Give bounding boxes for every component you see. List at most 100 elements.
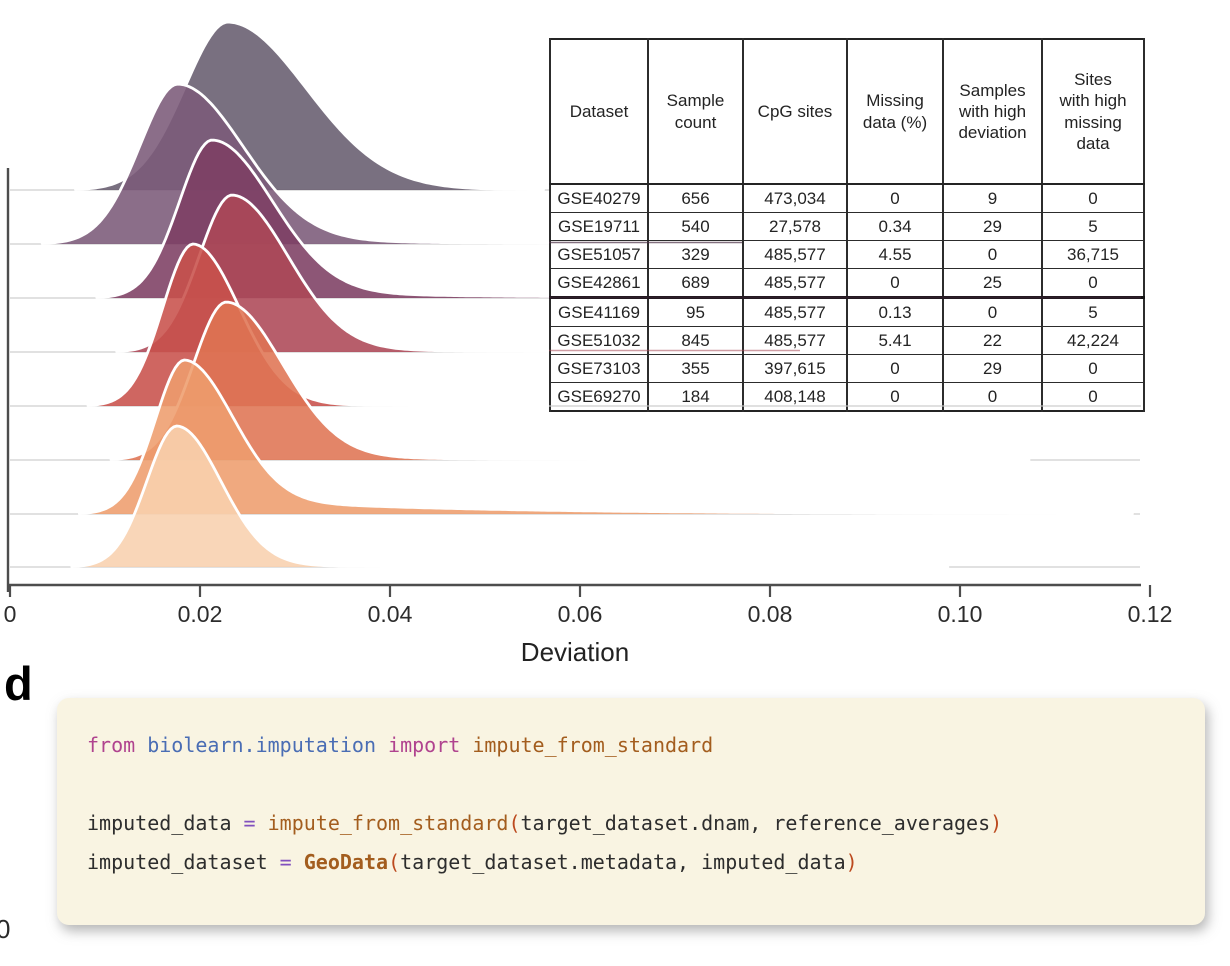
table-cell: GSE19711 [549,212,649,241]
x-tick-label: 0.08 [747,601,793,627]
table-cell: 0 [1041,382,1145,412]
x-tick-label: 0.10 [937,601,983,627]
table-header-cell: CpG sites [742,38,848,185]
table-row: GSE73103 355 397,615 0 29 0 [549,354,1145,383]
code-line: imputed_dataset = GeoData(target_dataset… [87,843,1002,882]
code-token: ( [388,850,401,874]
table-cell: 656 [647,183,744,213]
table-cell: 5 [1041,212,1145,241]
table-cell: 845 [647,326,744,355]
table-cell: GSE40279 [549,183,649,213]
density-ridge-GSE69270 [70,424,951,569]
code-token: from [87,733,136,757]
code-token: = [279,850,292,874]
table-row: GSE51032 845 485,577 5.41 22 42,224 [549,326,1145,355]
table-cell: 5.41 [846,326,944,355]
table-row: GSE40279 656 473,034 0 9 0 [549,183,1145,213]
x-tick-label: 0.02 [177,601,223,627]
table-cell: 485,577 [742,296,848,327]
table-cell: 0 [942,382,1043,412]
table-cell: 0.13 [846,296,944,327]
table-cell: 355 [647,354,744,383]
code-token: ) [990,811,1003,835]
code-token [135,733,147,757]
table-cell: 0 [846,382,944,412]
table-header-row: Dataset Sample count CpG sites Missing data… [549,38,1145,185]
code-line: from biolearn.imputation import impute_f… [87,726,1002,765]
table-cell: 0 [1041,268,1145,298]
code-token: = [243,811,256,835]
table-cell: GSE73103 [549,354,649,383]
table-cell: 36,715 [1041,240,1145,269]
table-cell: GSE41169 [549,296,649,327]
code-text: from biolearn.imputation import impute_f… [87,726,1002,882]
table-cell: 0 [846,183,944,213]
code-line [87,765,1002,804]
code-token: biolearn.imputation [147,733,376,757]
table-row: GSE41169 95 485,577 0.13 0 5 [549,296,1145,327]
table-cell: 29 [942,354,1043,383]
code-token: import [388,733,461,757]
code-token: target_dataset.dnam, reference_averages [520,811,991,835]
cropped-corner-label: 0 [0,914,11,944]
panel-label-d: d [4,657,33,710]
table-cell: 42,224 [1041,326,1145,355]
x-tick-label: 0 [3,601,17,627]
table-cell: 485,577 [742,268,848,298]
table-cell: GSE51032 [549,326,649,355]
table-header-cell: Sample count [647,38,744,185]
table-cell: 485,577 [742,240,848,269]
table-cell: 0 [1041,183,1145,213]
table-row: GSE69270 184 408,148 0 0 0 [549,382,1145,412]
code-token: ( [508,811,521,835]
code-token [460,733,472,757]
code-block: from biolearn.imputation import impute_f… [57,698,1205,925]
x-tick-label: 0.12 [1127,601,1173,627]
table-cell: 0 [942,240,1043,269]
table-cell: 473,034 [742,183,848,213]
code-token: imputed_data [87,811,232,835]
dataset-summary-table: Dataset Sample count CpG sites Missing data… [549,38,1145,412]
table-row: GSE42861 689 485,577 0 25 0 [549,268,1145,298]
table-header-cell: Sites with high missing data [1041,38,1145,185]
table-cell: 27,578 [742,212,848,241]
code-token: ) [845,850,858,874]
table-cell: 0 [846,354,944,383]
code-token: target_dataset.metadata, imputed_data [400,850,846,874]
table-cell: 0 [942,296,1043,327]
table-row: GSE51057 329 485,577 4.55 0 36,715 [549,240,1145,269]
table-cell: 5 [1041,296,1145,327]
table-cell: 408,148 [742,382,848,412]
table-cell: 397,615 [742,354,848,383]
code-token [268,850,280,874]
x-axis-title: Deviation [520,637,630,667]
table-cell: 689 [647,268,744,298]
code-token: GeoData [303,850,389,874]
code-token [292,850,304,874]
table-cell: 4.55 [846,240,944,269]
table-cell: 22 [942,326,1043,355]
table-cell: 25 [942,268,1043,298]
table-cell: GSE51057 [549,240,649,269]
table-header-cell: Dataset [549,38,649,185]
table-cell: 29 [942,212,1043,241]
table-cell: 95 [647,296,744,327]
code-token: impute_from_standard [472,733,714,757]
table-cell: GSE69270 [549,382,649,412]
table-cell: GSE42861 [549,268,649,298]
table-cell: 184 [647,382,744,412]
table-cell: 329 [647,240,744,269]
table-cell: 0 [1041,354,1145,383]
code-token [232,811,244,835]
code-token: impute_from_standard [267,811,509,835]
table-row: GSE19711 540 27,578 0.34 29 5 [549,212,1145,241]
table-header-cell: Missing data (%) [846,38,944,185]
table-cell: 540 [647,212,744,241]
x-tick-label: 0.06 [557,601,603,627]
code-token: imputed_dataset [87,850,268,874]
x-tick-label: 0.04 [367,601,413,627]
table-cell: 0.34 [846,212,944,241]
table-header-cell: Samples with high deviation [942,38,1043,185]
code-token [376,733,388,757]
